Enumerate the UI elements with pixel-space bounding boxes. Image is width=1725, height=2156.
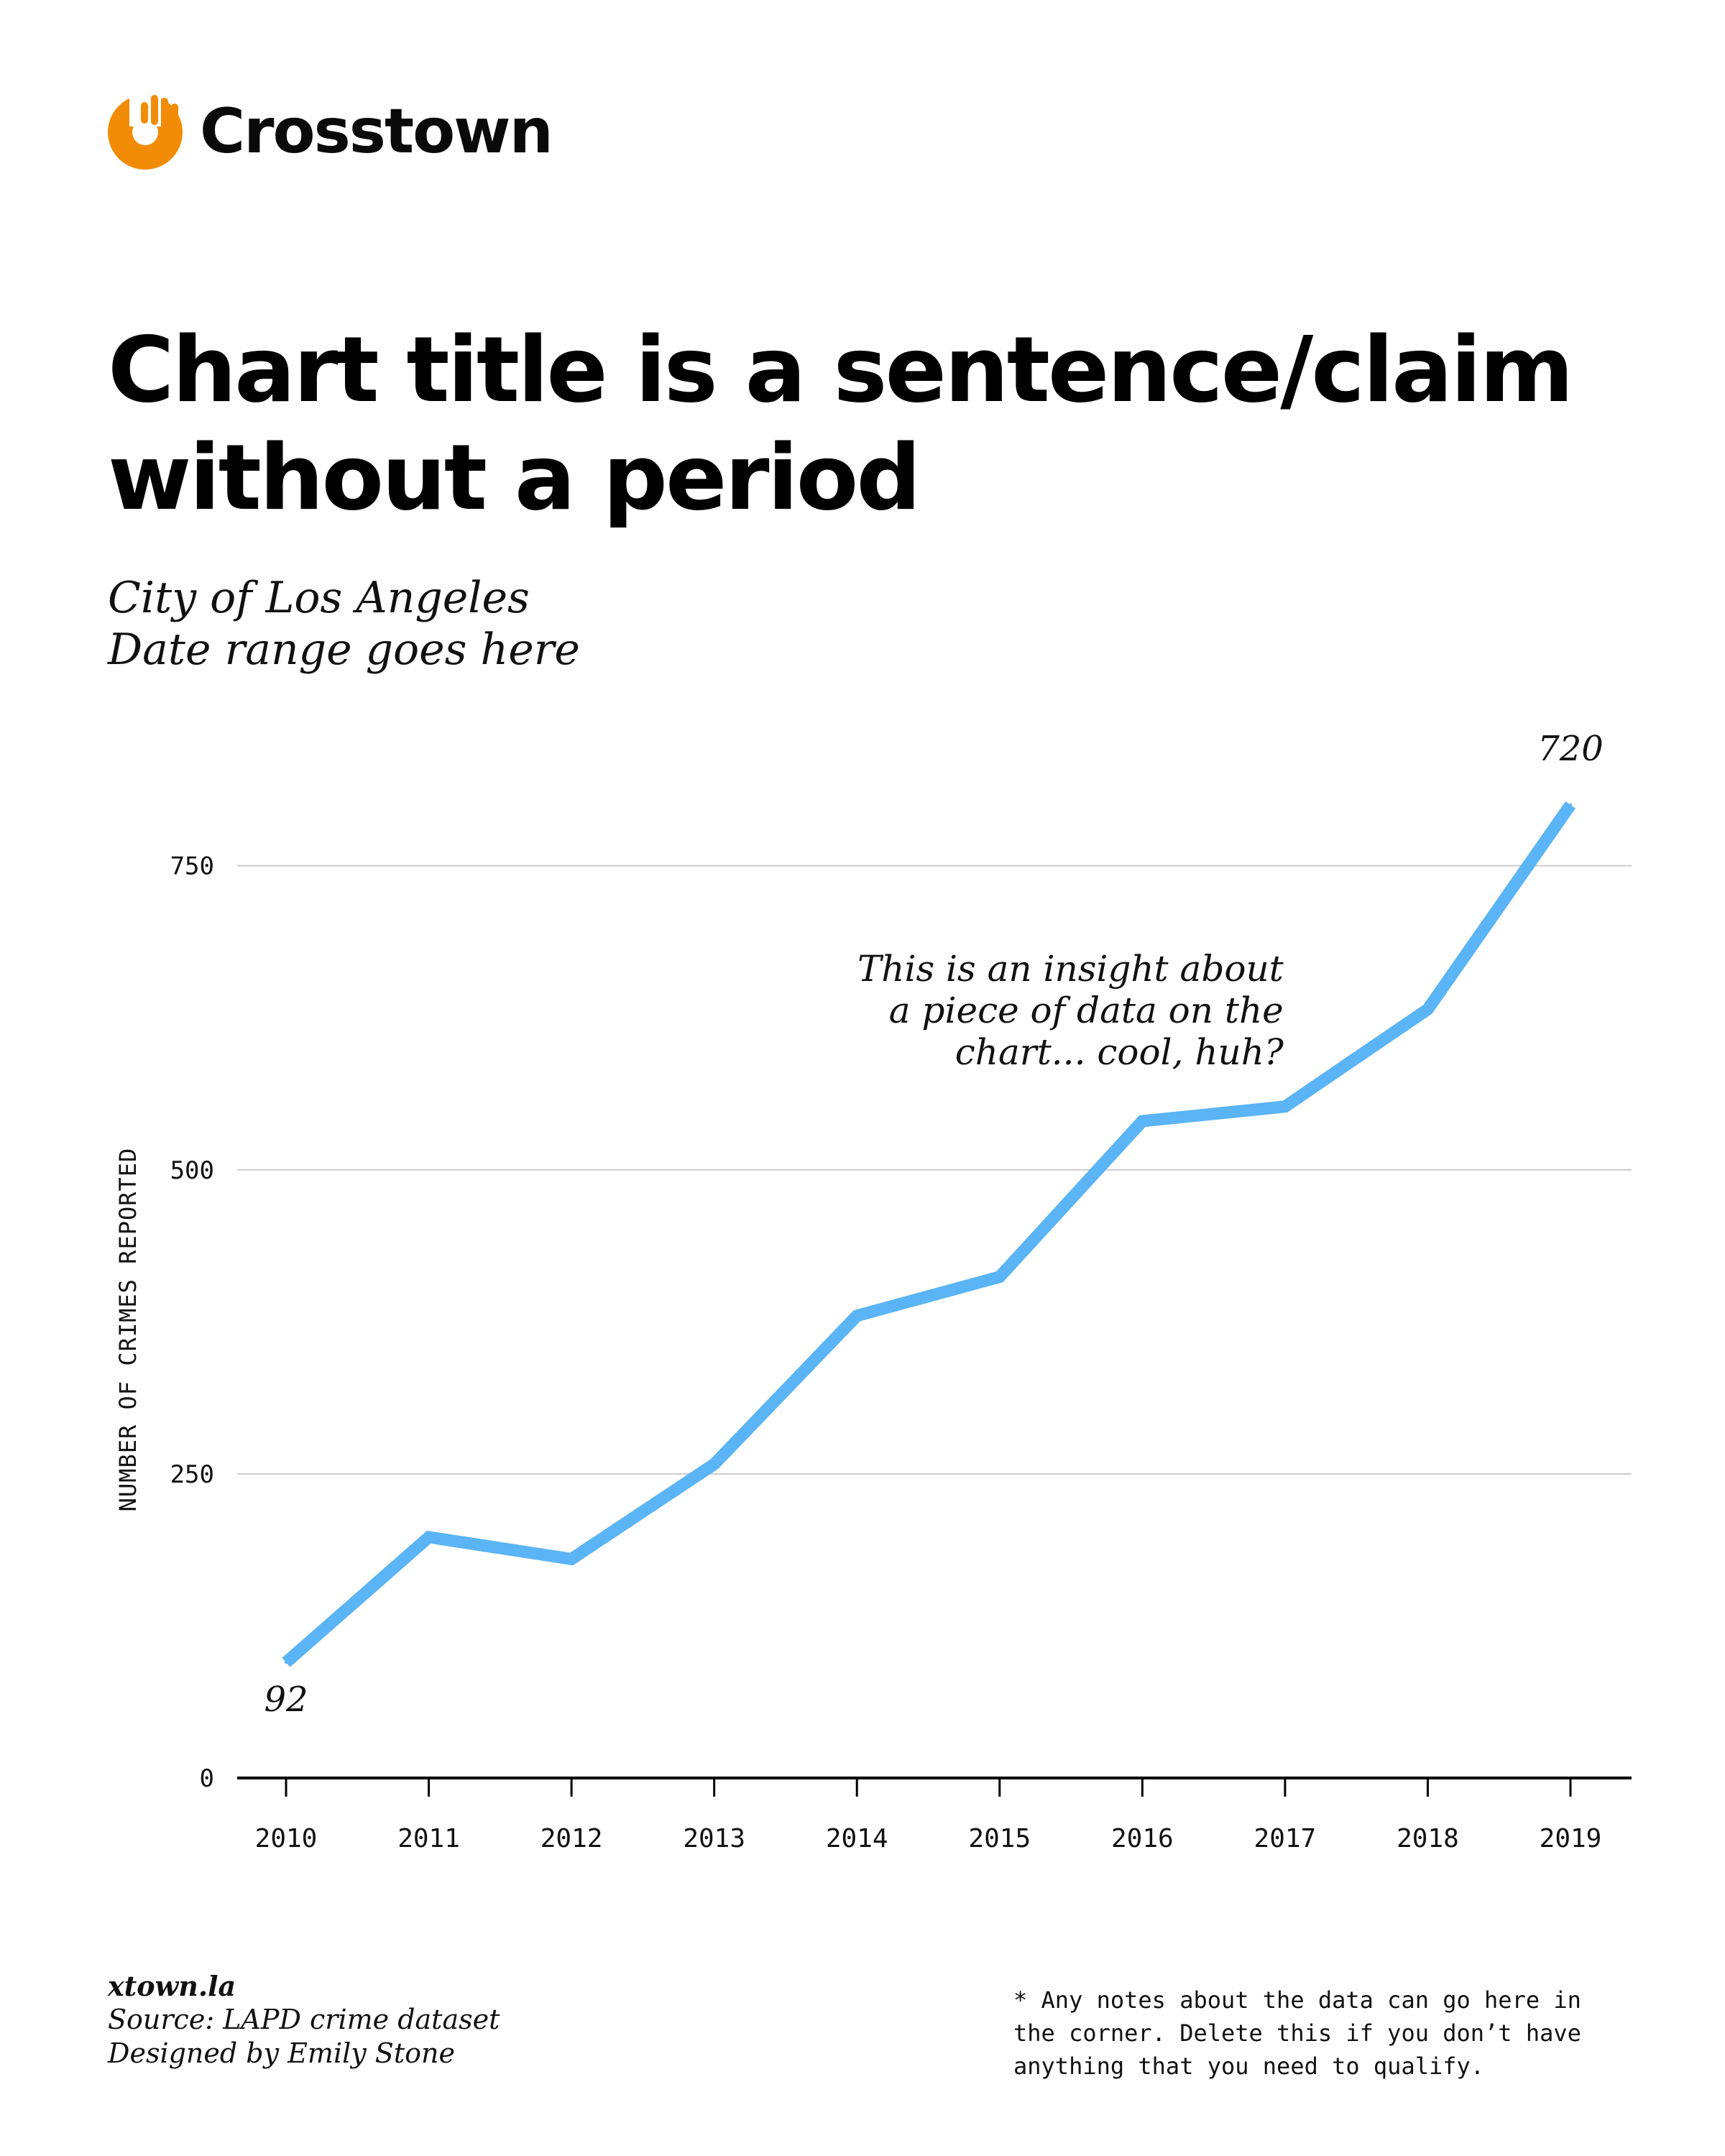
x-tick-label-2012: 2012 [540, 1824, 603, 1853]
footer-site: xtown.la [108, 1970, 236, 2002]
y-tick-label-250: 250 [170, 1460, 214, 1489]
x-tick-label-2016: 2016 [1111, 1824, 1174, 1853]
y-tick-label-500: 500 [170, 1156, 214, 1185]
data-point-2013 [712, 1462, 716, 1466]
chart-title-line-2: without a period [108, 425, 921, 530]
data-point-2017 [1283, 1105, 1287, 1108]
chart-title-line-1: Chart title is a sentence/claim [108, 317, 1574, 423]
data-point-2010 [285, 1661, 288, 1664]
data-point-2011 [427, 1535, 431, 1539]
line-chart: 0 250 500 750 2010 2011 2012 2013 2014 2015 2016 20… [170, 729, 1632, 1853]
insight-line-3: chart... cool, huh? [955, 1031, 1284, 1073]
data-point-2016 [1141, 1120, 1144, 1123]
subtitle-date-range: Date range goes here [108, 625, 580, 675]
series-line-0 [282, 801, 1576, 1667]
y-tick-label-750: 750 [170, 852, 214, 881]
chart-title: Chart title is a sentence/claim without … [108, 316, 1653, 532]
subtitle-location: City of Los Angeles [108, 573, 530, 623]
insight-line-2: a piece of data on the [889, 990, 1284, 1031]
brand-header: Crosstown [108, 92, 611, 171]
x-tick-label-2010: 2010 [255, 1824, 318, 1853]
data-point-2012 [570, 1557, 574, 1561]
brand-name: Crosstown [200, 96, 553, 167]
chart-subtitle: City of Los Angeles Date range goes here [108, 572, 580, 676]
x-tick-label-2015: 2015 [968, 1824, 1031, 1853]
x-tick-label-2017: 2017 [1254, 1824, 1317, 1853]
x-tick-label-2019: 2019 [1540, 1824, 1602, 1853]
data-point-2019 [1569, 803, 1572, 806]
data-label-2019: 720 [1537, 729, 1604, 769]
x-tick-label-2013: 2013 [683, 1824, 745, 1853]
x-tick-label-2014: 2014 [826, 1824, 888, 1853]
y-axis-label: NUMBER OF CRIMES REPORTED [114, 1147, 142, 1512]
footer-note: * Any notes about the data can go here i… [1013, 1986, 1581, 2080]
insight-line-1: This is an insight about [857, 948, 1284, 990]
y-tick-label-0: 0 [200, 1764, 214, 1793]
footer-designer: Designed by Emily Stone [108, 2037, 455, 2069]
footer-credits: xtown.la Source: LAPD crime dataset Desi… [108, 1969, 500, 2070]
data-point-2015 [998, 1275, 1001, 1279]
x-tick-label-2011: 2011 [397, 1824, 460, 1853]
data-point-2018 [1426, 1008, 1430, 1011]
crosstown-hand-logo-icon [108, 92, 183, 170]
data-label-2010: 92 [264, 1680, 308, 1720]
footer-source: Source: LAPD crime dataset [108, 2004, 500, 2035]
data-point-2014 [855, 1314, 859, 1317]
x-tick-label-2018: 2018 [1397, 1824, 1459, 1853]
